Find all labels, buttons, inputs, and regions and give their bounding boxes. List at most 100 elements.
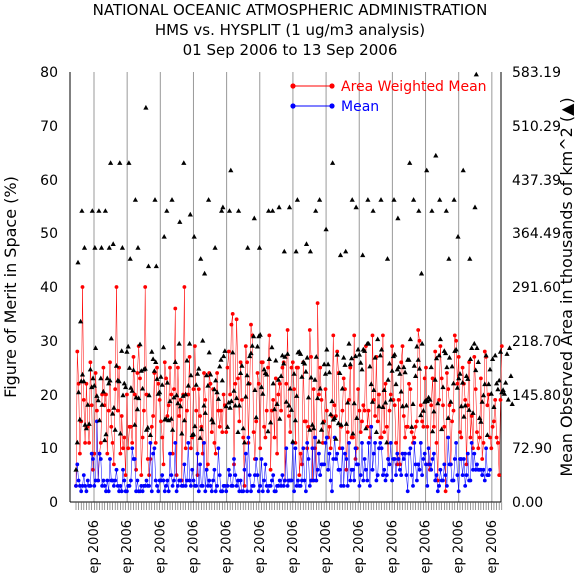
- awm-point: [415, 419, 419, 424]
- awm-point: [493, 398, 498, 402]
- awm-point: [232, 462, 236, 467]
- area-marker: [223, 403, 229, 409]
- awm-point: [162, 360, 167, 365]
- awm-point: [277, 381, 282, 386]
- mean-point: [88, 484, 93, 488]
- area-marker: [146, 392, 152, 398]
- mean-point: [273, 489, 278, 494]
- awm-point: [298, 451, 303, 456]
- mean-point: [417, 467, 422, 472]
- mean-point: [432, 451, 436, 456]
- area-marker: [317, 385, 323, 391]
- mean-point: [435, 489, 440, 494]
- area-marker: [168, 416, 174, 421]
- area-marker: [450, 380, 457, 386]
- awm-point: [450, 419, 454, 424]
- awm-point: [254, 419, 259, 424]
- x-date-label: Sep 2006: [253, 520, 268, 573]
- mean-point: [159, 478, 163, 483]
- area-marker: [123, 384, 129, 390]
- area-marker: [299, 374, 305, 379]
- mean-point: [352, 478, 357, 483]
- mean-point: [75, 462, 80, 467]
- mean-point: [115, 484, 120, 488]
- area-marker: [467, 256, 473, 261]
- awm-point: [115, 408, 120, 413]
- mean-point: [242, 467, 247, 472]
- awm-point: [140, 435, 145, 440]
- awm-point: [138, 376, 142, 381]
- area-marker: [254, 343, 261, 349]
- area-marker: [461, 413, 467, 419]
- awm-point: [469, 414, 474, 418]
- area-marker: [368, 381, 374, 387]
- area-marker: [399, 403, 406, 409]
- awm-point: [362, 408, 367, 413]
- area-marker: [96, 417, 103, 423]
- area-marker: [477, 415, 483, 420]
- area-marker: [138, 368, 144, 373]
- awm-point: [145, 457, 150, 461]
- awm-point: [264, 408, 269, 413]
- area-marker: [490, 356, 496, 361]
- mean-point: [292, 489, 296, 494]
- area-marker: [286, 402, 292, 408]
- mean-point: [315, 467, 320, 472]
- area-marker: [397, 371, 403, 376]
- mean-point: [281, 484, 286, 488]
- area-marker: [398, 388, 404, 394]
- mean-point: [230, 484, 235, 488]
- awm-point: [213, 451, 218, 456]
- x-date-label: Sep 2006: [120, 520, 135, 573]
- mean-point: [387, 462, 392, 467]
- awm-point: [434, 441, 439, 445]
- mean-point: [81, 473, 86, 477]
- awm-point: [398, 462, 402, 467]
- mean-point: [488, 467, 492, 472]
- area-marker: [286, 204, 293, 210]
- mean-point: [361, 478, 366, 483]
- mean-point: [465, 451, 470, 456]
- mean-point: [405, 489, 410, 494]
- area-marker: [496, 377, 502, 383]
- awm-point: [143, 285, 148, 289]
- right-axis-label-group: Mean Observed Area in thousands of km^2 …: [557, 97, 576, 476]
- mean-point: [264, 484, 269, 488]
- mean-point: [437, 484, 441, 488]
- awm-point: [118, 451, 123, 456]
- area-marker: [176, 340, 182, 346]
- mean-point: [330, 489, 334, 494]
- area-marker: [117, 430, 123, 436]
- mean-point: [100, 484, 104, 488]
- awm-point: [455, 381, 460, 386]
- awm-point: [92, 451, 97, 456]
- awm-point: [396, 398, 401, 402]
- area-marker: [462, 402, 468, 408]
- awm-point: [492, 419, 496, 424]
- area-marker: [416, 365, 423, 371]
- awm-point: [139, 473, 144, 477]
- area-marker: [268, 419, 274, 425]
- mean-point: [348, 478, 353, 483]
- area-marker: [324, 346, 330, 352]
- area-marker: [248, 350, 254, 356]
- area-marker: [353, 204, 359, 210]
- legend-mean-marker-right: [329, 103, 335, 109]
- mean-point: [138, 489, 142, 494]
- area-marker: [112, 427, 118, 432]
- area-marker: [106, 380, 112, 386]
- area-marker: [380, 404, 386, 409]
- mean-point: [259, 457, 264, 461]
- mean-point: [365, 478, 370, 483]
- awm-point: [273, 376, 278, 381]
- area-marker: [444, 364, 450, 370]
- mean-point: [381, 473, 385, 477]
- mean-point: [108, 457, 112, 461]
- area-marker: [89, 384, 95, 390]
- mean-point: [418, 441, 423, 445]
- awm-point: [479, 376, 483, 381]
- x-date-label: Sep 2006: [186, 520, 201, 573]
- area-marker: [305, 394, 312, 400]
- awm-point: [151, 414, 156, 418]
- area-marker: [363, 425, 369, 431]
